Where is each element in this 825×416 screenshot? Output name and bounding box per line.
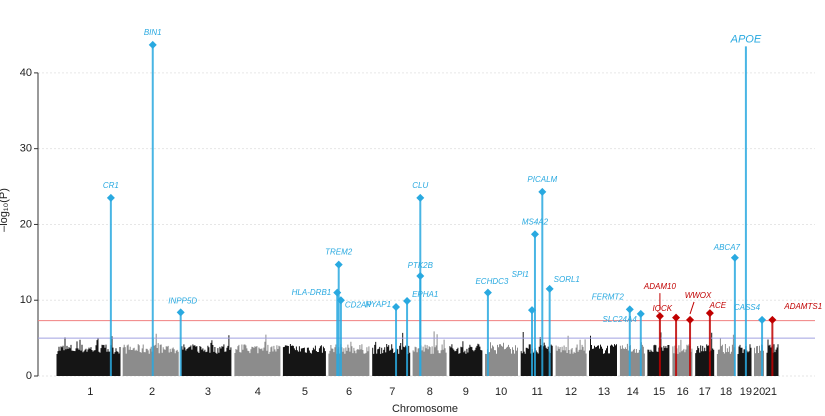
- x-tick-label: 15: [653, 386, 665, 398]
- lead-label: ACE: [709, 301, 727, 310]
- chromosome-texture: [372, 332, 411, 376]
- lead-label: BIN1: [144, 28, 162, 37]
- x-tick-label: 13: [598, 386, 610, 398]
- chromosome-texture: [234, 334, 281, 376]
- lead-label: NYAP1: [365, 300, 391, 309]
- y-tick-label: 10: [20, 294, 32, 306]
- lead-label: ABCA7: [713, 243, 741, 252]
- x-tick-label: 11: [531, 386, 542, 398]
- arrow: [689, 301, 695, 315]
- lead-marker: [758, 315, 767, 324]
- lead-marker: [483, 288, 492, 297]
- chromosome-texture: [282, 344, 326, 376]
- y-axis-label: –log₁₀(P): [0, 188, 10, 232]
- lead-marker: [538, 187, 547, 196]
- chromosome-texture: [449, 341, 483, 376]
- chromosome-texture: [555, 335, 587, 376]
- lead-label: TREM2: [325, 248, 353, 257]
- lead-marker: [672, 313, 681, 322]
- lead-marker: [392, 303, 401, 312]
- chromosome-texture: [647, 332, 670, 376]
- lead-marker: [686, 315, 695, 324]
- lead-marker: [106, 193, 115, 202]
- y-tick-label: 0: [26, 370, 32, 382]
- lead-label: CD2AP: [345, 300, 372, 309]
- x-tick-label: 7: [389, 386, 395, 398]
- lead-label: EPHA1: [412, 290, 438, 299]
- lead-label: ADAMTS1: [783, 302, 822, 311]
- lead-label: PTK2B: [408, 261, 434, 270]
- x-tick-label: 19: [740, 386, 752, 398]
- lead-label: MS4A2: [522, 217, 549, 226]
- lead-marker: [416, 193, 425, 202]
- lead-marker: [148, 40, 157, 49]
- chromosome-texture: [589, 335, 617, 376]
- lead-marker: [768, 315, 777, 324]
- lead-label: SPI1: [512, 270, 529, 279]
- x-tick-label: 1: [87, 386, 93, 398]
- lead-label: ADAM10: [643, 282, 677, 291]
- lead-marker: [336, 296, 345, 305]
- chromosome-texture: [122, 333, 179, 376]
- x-tick-label: 21: [765, 386, 777, 398]
- lead-marker: [545, 284, 554, 293]
- chromosome-texture: [181, 335, 232, 376]
- x-tick-label: 8: [427, 386, 433, 398]
- lead-marker: [655, 312, 664, 321]
- lead-marker: [625, 305, 634, 314]
- x-tick-label: 14: [627, 386, 639, 398]
- lead-label: CLU: [412, 181, 428, 190]
- x-tick-label: 12: [565, 386, 577, 398]
- lead-marker: [730, 253, 739, 262]
- x-tick-label: 6: [346, 386, 352, 398]
- y-tick-label: 20: [20, 218, 32, 230]
- chromosome-texture: [485, 342, 518, 376]
- x-tick-label: 2: [149, 386, 155, 398]
- chromosome-texture: [695, 332, 715, 376]
- lead-label: WWOX: [685, 291, 712, 300]
- x-tick-label: 17: [699, 386, 711, 398]
- lead-marker: [333, 288, 342, 297]
- chromosome-texture: [328, 341, 370, 376]
- lead-marker: [334, 260, 343, 269]
- lead-label: SLC24A4: [603, 315, 638, 324]
- lead-marker: [176, 308, 185, 317]
- lead-label: APOE: [730, 33, 762, 45]
- lead-marker: [705, 309, 714, 318]
- x-tick-label: 4: [255, 386, 261, 398]
- x-tick-label: 10: [495, 386, 507, 398]
- chromosome-texture: [716, 334, 735, 376]
- chromosome-texture: [737, 344, 752, 376]
- x-tick-label: 9: [463, 386, 469, 398]
- y-tick-label: 40: [20, 67, 32, 79]
- chromosome-texture: [619, 342, 645, 376]
- x-axis-label: Chromosome: [392, 403, 458, 415]
- x-tick-label: 3: [205, 386, 211, 398]
- chromosome-texture: [56, 336, 121, 376]
- lead-label: FERMT2: [592, 292, 625, 301]
- lead-label: SORL1: [554, 275, 580, 284]
- y-tick-label: 30: [20, 143, 32, 155]
- lead-marker: [530, 230, 539, 239]
- x-tick-label: 5: [302, 386, 308, 398]
- lead-label: CASS4: [734, 303, 761, 312]
- x-tick-label: 18: [720, 386, 732, 398]
- lead-label: INPP5D: [168, 296, 197, 305]
- lead-marker: [636, 309, 645, 318]
- lead-label: IQCK: [653, 304, 673, 313]
- lead-marker: [416, 271, 425, 280]
- x-tick-label: 16: [677, 386, 689, 398]
- lead-label: HLA-DRB1: [292, 288, 332, 297]
- lead-label: ECHDC3: [475, 277, 508, 286]
- lead-marker: [403, 296, 412, 305]
- lead-label: CR1: [103, 181, 119, 190]
- lead-label: PICALM: [527, 175, 557, 184]
- x-tick-label: 20: [753, 386, 765, 398]
